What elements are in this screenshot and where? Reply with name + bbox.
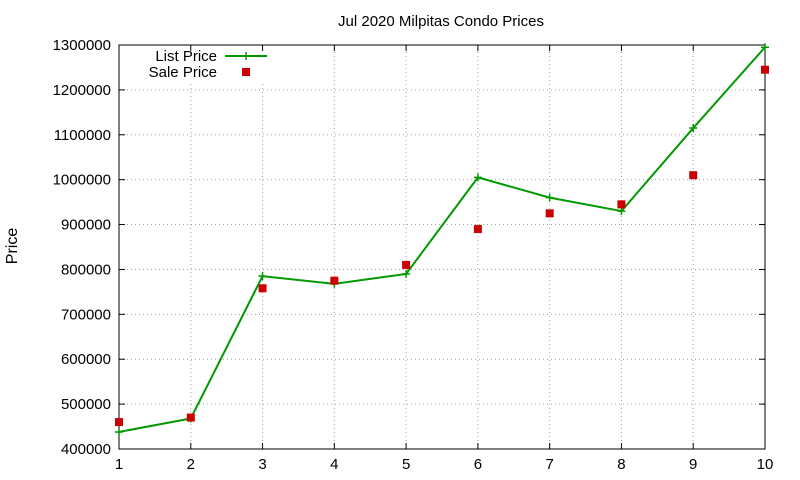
data-series	[115, 43, 769, 436]
plot-frame	[118, 44, 766, 450]
list-price-point	[473, 173, 482, 182]
sale-price-point	[545, 209, 554, 218]
y-tick-label: 1000000	[53, 172, 111, 189]
y-tick-label: 1100000	[54, 127, 111, 144]
axes: 1 2 3 4 5 6 7 8 9 10 400000 500000 600000 700000 80000…	[53, 37, 774, 473]
x-tick-label: 1	[115, 456, 123, 473]
list-price-point	[115, 427, 123, 436]
list-price-point	[545, 193, 554, 202]
sale-price-point	[402, 260, 411, 269]
x-tick-label: 4	[330, 456, 338, 473]
sale-price-point	[258, 284, 267, 293]
legend-label: List Price	[155, 48, 217, 65]
x-tick-label: 5	[402, 456, 410, 473]
x-tick-label: 6	[474, 456, 482, 473]
y-tick-label: 400000	[61, 441, 111, 458]
y-tick-label: 800000	[61, 261, 111, 278]
y-tick-label: 1300000	[53, 37, 111, 54]
sale-price-point	[186, 413, 195, 422]
x-tick-label: 2	[187, 456, 195, 473]
series-1	[115, 65, 769, 427]
sale-price-point	[115, 418, 123, 427]
y-tick-label: 1200000	[53, 82, 111, 99]
x-tick-label: 7	[545, 456, 553, 473]
list-price-point	[617, 207, 626, 216]
list-price-point	[761, 43, 769, 52]
grid-lines	[119, 45, 765, 449]
x-tick-label: 9	[689, 456, 697, 473]
sale-price-point	[689, 171, 698, 180]
chart-title: Jul 2020 Milpitas Condo Prices	[338, 13, 544, 30]
x-tick-label: 3	[258, 456, 266, 473]
list-price-point	[258, 272, 267, 281]
sale-price-point	[617, 200, 626, 209]
sale-price-point	[761, 65, 769, 74]
list-price-line	[118, 46, 766, 433]
sale-price-point	[330, 276, 339, 285]
x-tick-label: 10	[757, 456, 774, 473]
y-tick-label: 600000	[61, 351, 111, 368]
y-axis-label: Price	[4, 228, 21, 265]
legend-label: Sale Price	[149, 64, 217, 81]
y-tick-label: 700000	[61, 306, 111, 323]
sale-price-point	[473, 225, 482, 234]
legend-sale-price-marker	[242, 68, 250, 76]
y-tick-label: 500000	[61, 396, 111, 413]
legend-list-price-marker	[242, 52, 250, 60]
list-price-point	[402, 269, 411, 278]
list-price-point	[689, 124, 698, 133]
series-0	[115, 43, 769, 436]
y-tick-label: 900000	[61, 217, 111, 234]
x-tick-label: 8	[617, 456, 625, 473]
